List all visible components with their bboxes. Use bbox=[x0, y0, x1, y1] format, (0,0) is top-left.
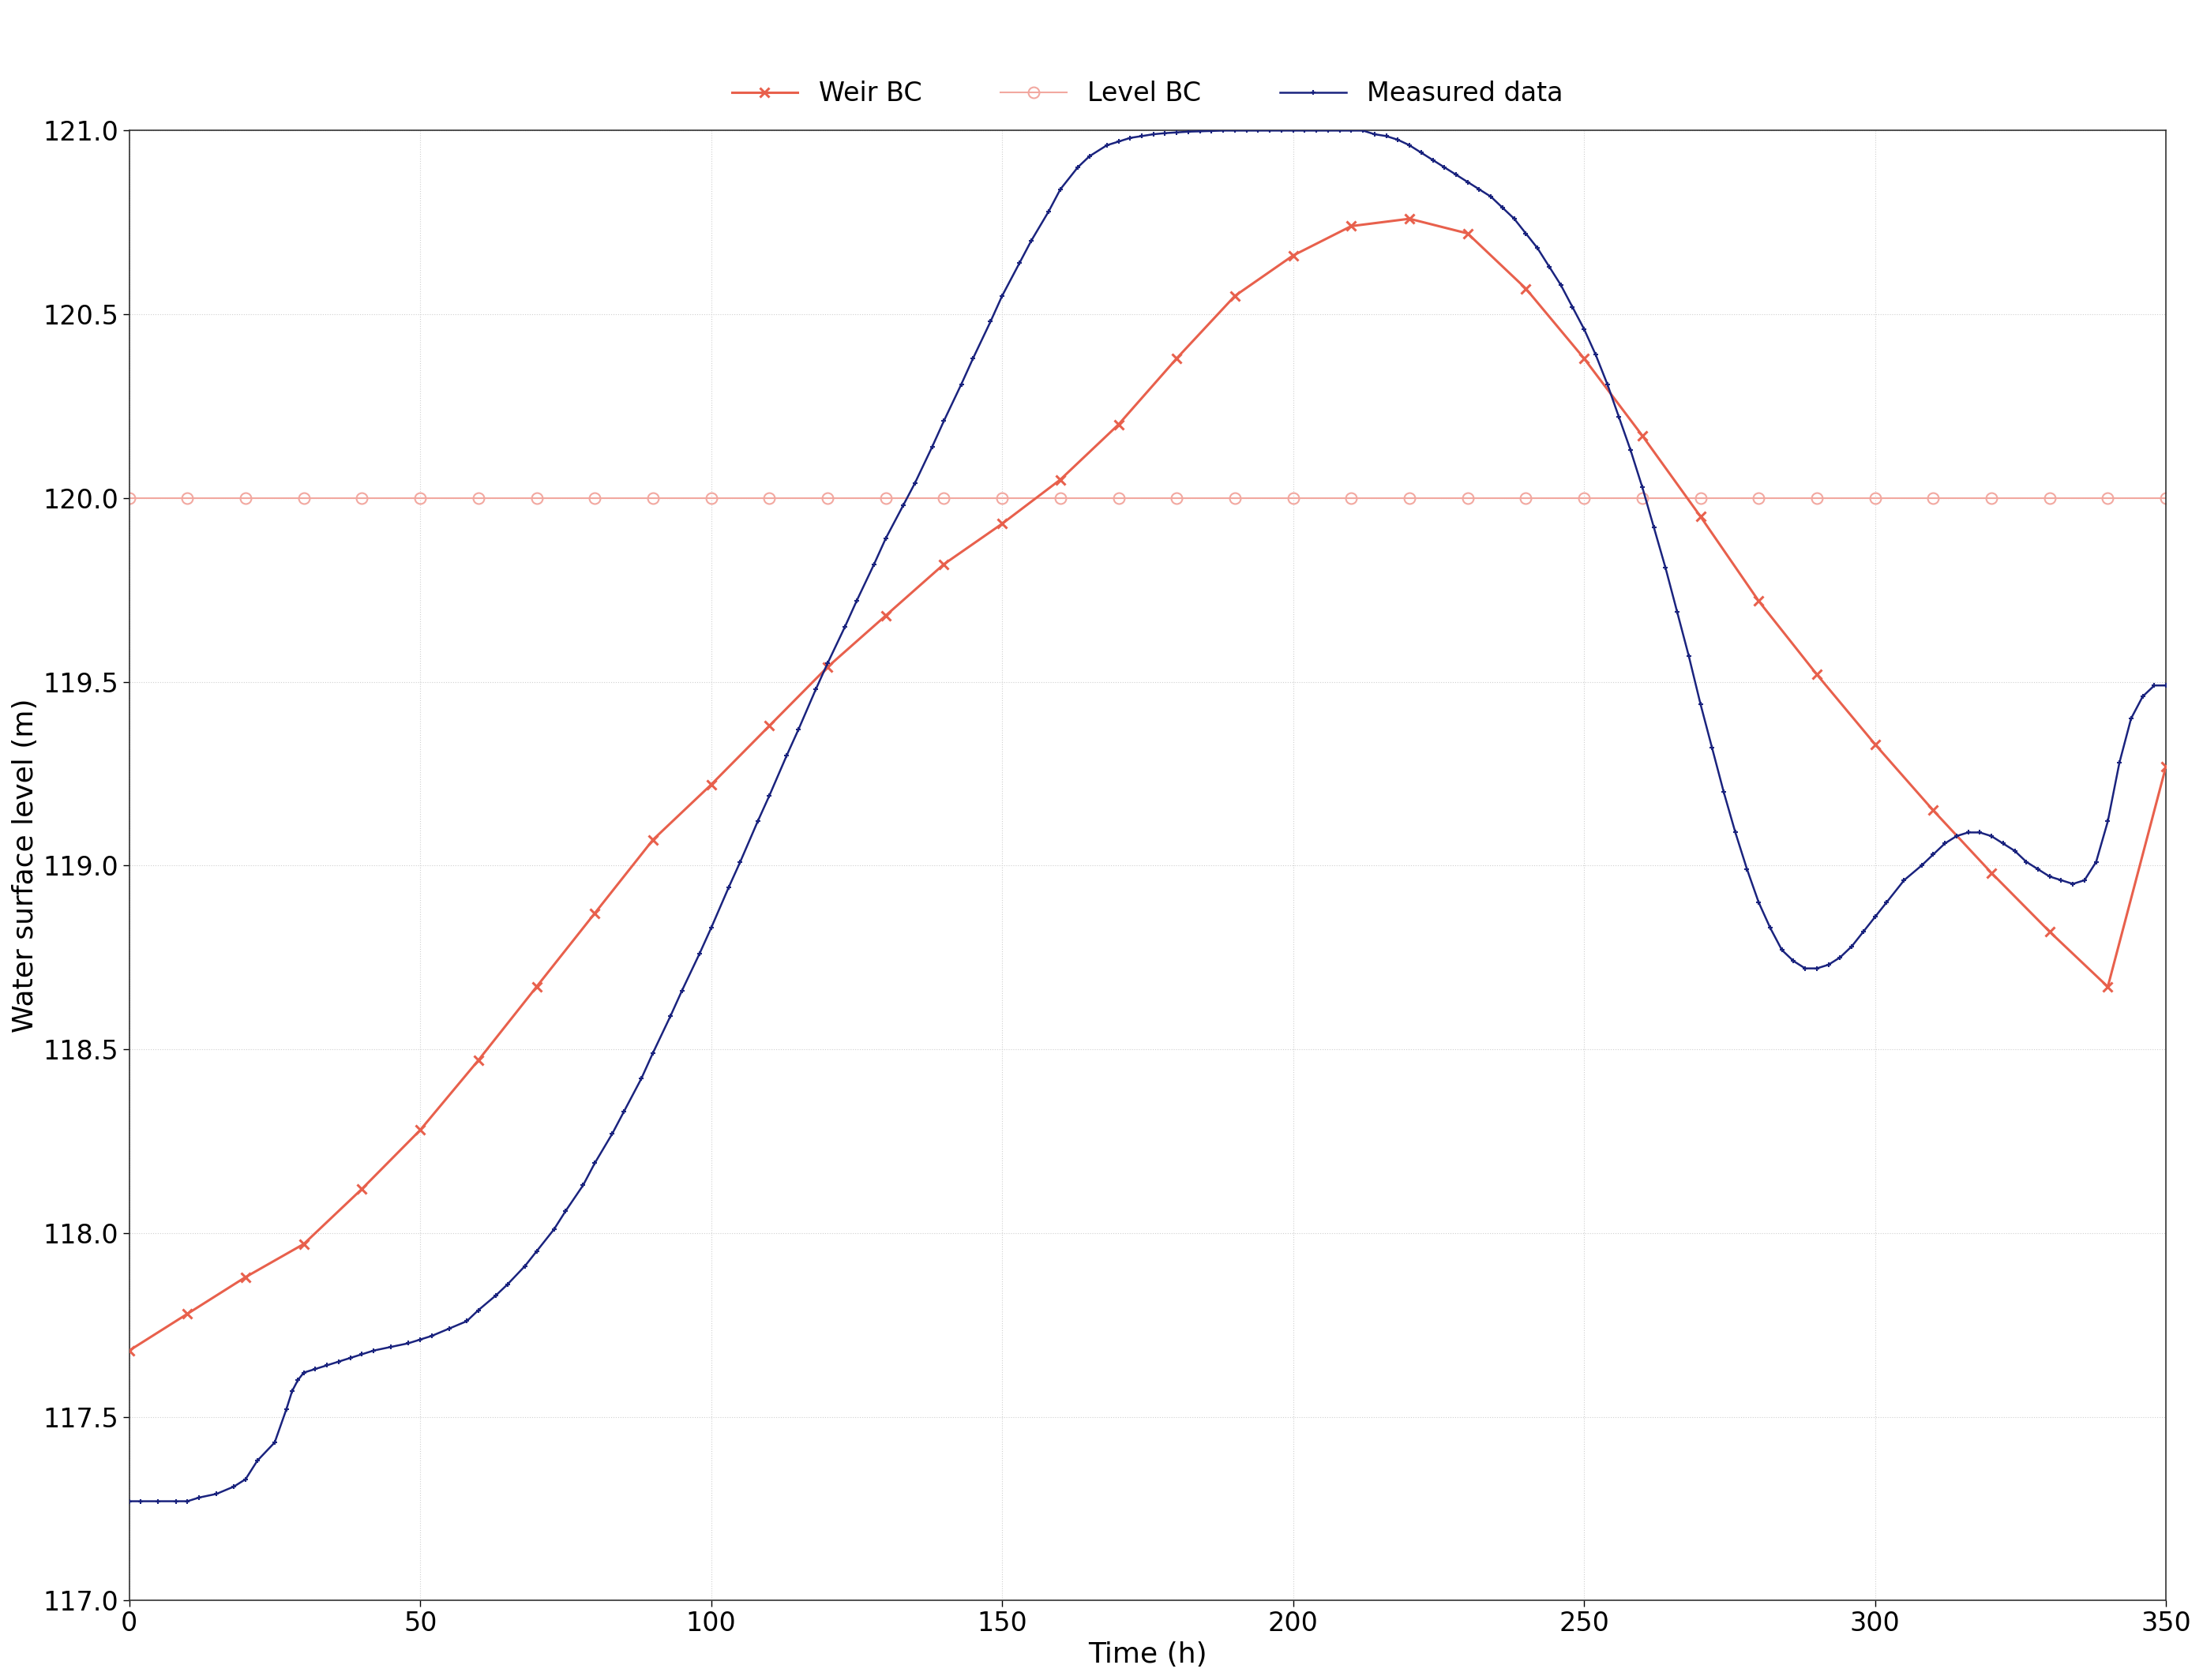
Line: Level BC: Level BC bbox=[123, 492, 2172, 504]
Level BC bbox=[291, 487, 317, 507]
Measured data bbox=[1840, 936, 1866, 956]
Weir BC bbox=[524, 976, 551, 996]
Weir BC bbox=[698, 774, 725, 795]
Level BC bbox=[1454, 487, 1480, 507]
Weir BC bbox=[1454, 223, 1480, 244]
Level BC bbox=[2036, 487, 2062, 507]
Weir BC bbox=[1804, 664, 1831, 684]
Weir BC bbox=[815, 657, 842, 677]
Level BC bbox=[1337, 487, 1364, 507]
Weir BC bbox=[465, 1050, 491, 1070]
Weir BC bbox=[348, 1179, 375, 1200]
Level BC bbox=[1628, 487, 1654, 507]
Level BC bbox=[1571, 487, 1597, 507]
Measured data bbox=[844, 591, 870, 612]
Weir BC bbox=[1628, 425, 1654, 445]
Measured data bbox=[2152, 675, 2179, 696]
Measured data bbox=[1209, 121, 1236, 141]
Level BC bbox=[756, 487, 782, 507]
Level BC bbox=[698, 487, 725, 507]
Level BC bbox=[2152, 487, 2179, 507]
Weir BC bbox=[1745, 591, 1771, 612]
Level BC bbox=[348, 487, 375, 507]
Level BC bbox=[1106, 487, 1132, 507]
Weir BC bbox=[989, 514, 1016, 534]
Level BC bbox=[2095, 487, 2121, 507]
Weir BC bbox=[1571, 348, 1597, 368]
Level BC bbox=[117, 487, 143, 507]
Weir BC bbox=[231, 1267, 258, 1287]
Weir BC bbox=[1106, 415, 1132, 435]
Level BC bbox=[582, 487, 608, 507]
Level BC bbox=[1223, 487, 1249, 507]
Weir BC bbox=[291, 1233, 317, 1253]
Weir BC bbox=[1046, 470, 1073, 491]
Measured data bbox=[117, 1492, 143, 1512]
Level BC bbox=[1397, 487, 1423, 507]
Level BC bbox=[930, 487, 956, 507]
Y-axis label: Water surface level (m): Water surface level (m) bbox=[11, 699, 40, 1033]
Level BC bbox=[989, 487, 1016, 507]
Level BC bbox=[1978, 487, 2005, 507]
Measured data bbox=[1943, 827, 1969, 847]
Weir BC bbox=[408, 1121, 434, 1141]
Level BC bbox=[1921, 487, 1947, 507]
Weir BC bbox=[2036, 922, 2062, 942]
Measured data bbox=[716, 877, 742, 897]
Weir BC bbox=[117, 1341, 143, 1361]
Level BC bbox=[465, 487, 491, 507]
Weir BC bbox=[639, 830, 665, 850]
Level BC bbox=[1046, 487, 1073, 507]
Weir BC bbox=[1513, 279, 1540, 299]
Weir BC bbox=[2152, 756, 2179, 776]
Weir BC bbox=[1337, 217, 1364, 237]
Weir BC bbox=[1862, 734, 1888, 754]
Weir BC bbox=[1687, 506, 1714, 526]
Level BC bbox=[1862, 487, 1888, 507]
Level BC bbox=[872, 487, 899, 507]
Weir BC bbox=[1163, 348, 1190, 368]
Weir BC bbox=[582, 904, 608, 924]
Level BC bbox=[1687, 487, 1714, 507]
Line: Weir BC: Weir BC bbox=[123, 213, 2170, 1356]
Level BC bbox=[408, 487, 434, 507]
Weir BC bbox=[2095, 976, 2121, 996]
Line: Measured data: Measured data bbox=[126, 128, 2168, 1504]
Weir BC bbox=[1223, 286, 1249, 306]
Legend: Weir BC, Level BC, Measured data: Weir BC, Level BC, Measured data bbox=[720, 71, 1573, 118]
Measured data bbox=[2071, 870, 2097, 890]
Level BC bbox=[1745, 487, 1771, 507]
Weir BC bbox=[930, 554, 956, 575]
Level BC bbox=[639, 487, 665, 507]
Weir BC bbox=[1921, 800, 1947, 820]
Level BC bbox=[1163, 487, 1190, 507]
Level BC bbox=[1513, 487, 1540, 507]
Weir BC bbox=[872, 605, 899, 625]
Level BC bbox=[231, 487, 258, 507]
Level BC bbox=[524, 487, 551, 507]
Weir BC bbox=[1280, 245, 1306, 265]
Weir BC bbox=[174, 1304, 200, 1324]
Level BC bbox=[815, 487, 842, 507]
Level BC bbox=[1280, 487, 1306, 507]
Weir BC bbox=[756, 716, 782, 736]
Measured data bbox=[930, 412, 956, 432]
X-axis label: Time (h): Time (h) bbox=[1088, 1641, 1207, 1668]
Level BC bbox=[174, 487, 200, 507]
Weir BC bbox=[1978, 864, 2005, 884]
Level BC bbox=[1804, 487, 1831, 507]
Weir BC bbox=[1397, 208, 1423, 228]
